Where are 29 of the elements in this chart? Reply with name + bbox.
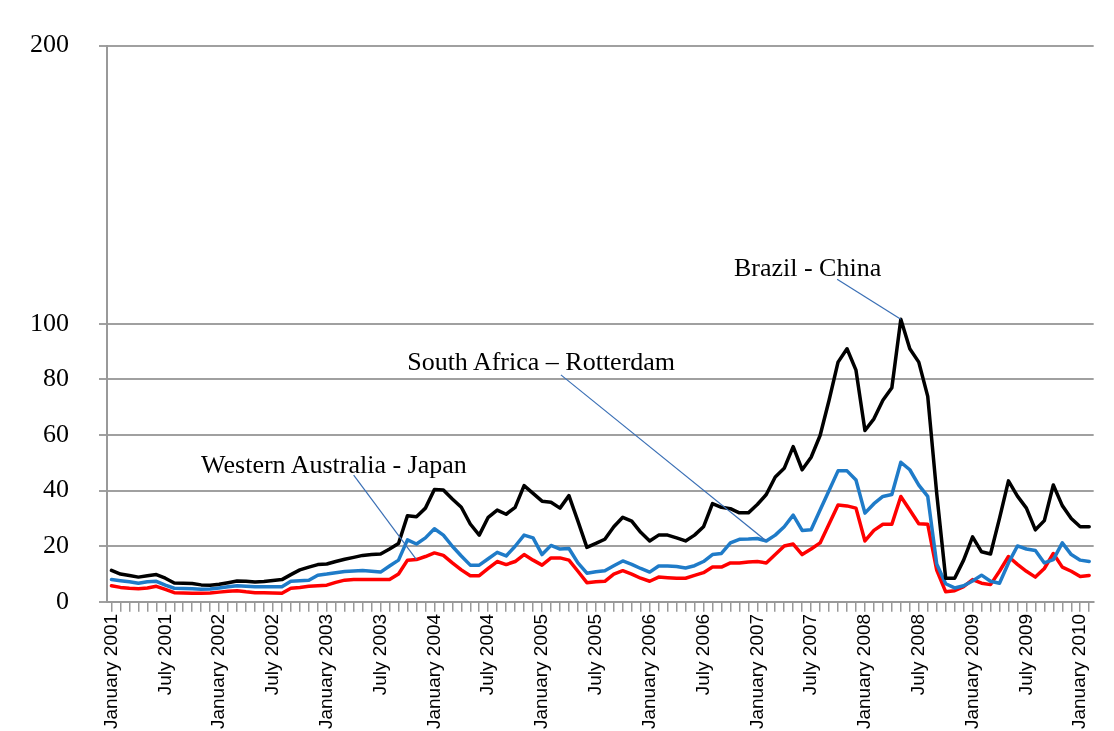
x-tick-label: July 2001 [153, 613, 175, 696]
y-tick-label: 20 [43, 530, 69, 560]
x-tick-label: January 2010 [1068, 613, 1090, 730]
x-tick-label: July 2002 [261, 613, 283, 696]
x-tick-label: January 2003 [314, 613, 336, 730]
y-tick-label: 80 [43, 363, 69, 393]
x-tick-label: January 2007 [745, 613, 767, 730]
x-tick-label: January 2004 [422, 613, 444, 730]
x-tick-label: January 2001 [99, 613, 121, 730]
x-tick-label: July 2004 [476, 613, 498, 696]
series-label: Brazil - China [733, 253, 882, 284]
x-tick-label: July 2006 [691, 613, 713, 696]
x-tick-label: July 2008 [907, 613, 928, 696]
y-tick-label: 0 [56, 585, 69, 615]
x-tick-label: July 2003 [368, 613, 390, 696]
x-tick-label: July 2007 [799, 613, 821, 696]
y-tick-label: 60 [43, 418, 69, 448]
y-tick-label: 200 [30, 29, 69, 59]
y-tick-label: 100 [30, 307, 69, 337]
text: South Africa – Rotterdam [407, 346, 676, 377]
text: Western Australia - Japan [201, 450, 467, 481]
x-tick-label: January 2006 [637, 613, 659, 730]
x-tick-label: January 2008 [853, 613, 875, 730]
x-tick-label: January 2009 [960, 613, 982, 730]
x-tick-label: July 2009 [1014, 613, 1036, 696]
y-tick-label: 40 [43, 474, 69, 504]
x-tick-label: January 2005 [530, 613, 552, 730]
x-tick-label: July 2005 [584, 613, 606, 696]
x-tick-label: January 2002 [207, 613, 229, 730]
